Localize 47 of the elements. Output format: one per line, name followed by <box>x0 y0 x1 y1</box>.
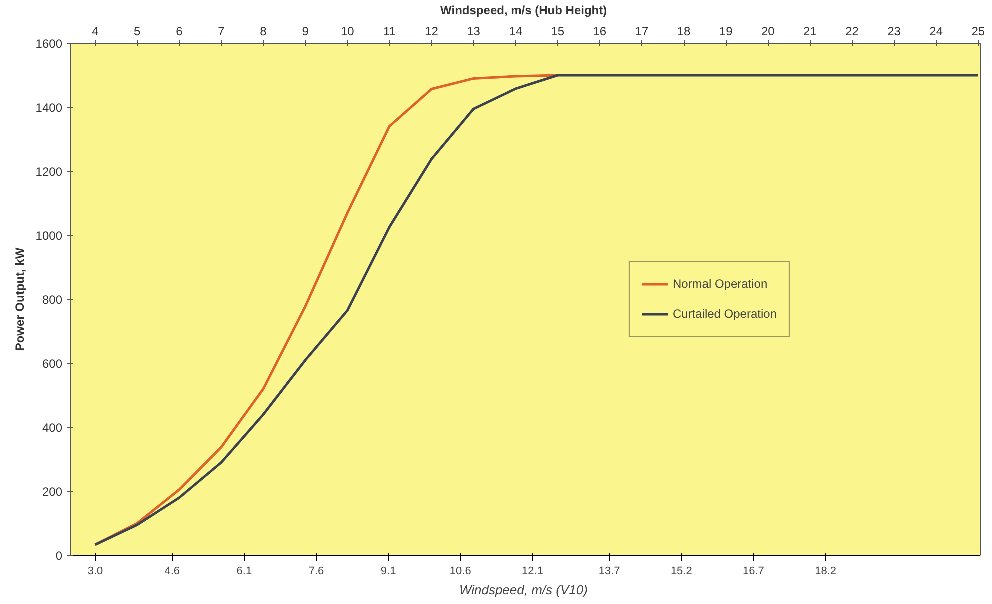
y-tick-label: 1600 <box>36 37 63 51</box>
x2-tick-label: 9 <box>302 24 310 38</box>
x2-tick-label: 10 <box>340 24 355 38</box>
x2-tick-label: 23 <box>888 24 902 38</box>
y-tick-label: 600 <box>42 357 63 371</box>
x-tick-label: 18.2 <box>815 566 837 578</box>
y-tick-label: 800 <box>42 293 63 307</box>
y-tick-label: 1200 <box>36 165 63 179</box>
x-tick-label: 7.6 <box>308 566 324 578</box>
x2-tick-label: 6 <box>176 24 184 38</box>
x2-tick-label: 12 <box>425 24 439 38</box>
x-tick-label: 3.0 <box>88 566 104 578</box>
y-tick-label: 1000 <box>36 229 63 243</box>
x2-tick-label: 7 <box>218 24 226 38</box>
x2-tick-label: 25 <box>972 24 986 38</box>
x2-tick-label: 8 <box>260 24 268 38</box>
x2-tick-label: 20 <box>761 24 776 38</box>
x2-tick-label: 13 <box>467 24 481 38</box>
x2-axis-title: Windspeed, m/s (Hub Height) <box>440 4 608 18</box>
legend-label: Normal Operation <box>672 277 768 291</box>
x2-tick-label: 5 <box>134 24 142 38</box>
legend-label: Curtailed Operation <box>672 307 777 321</box>
x2-tick-label: 11 <box>383 24 396 38</box>
x-tick-label: 10.6 <box>450 566 472 578</box>
y-tick-label: 0 <box>56 549 63 563</box>
y-tick-label: 1400 <box>36 101 63 115</box>
x-tick-label: 15.2 <box>670 566 692 578</box>
x-axis-title: Windspeed, m/s (V10) <box>459 582 588 598</box>
x2-tick-label: 14 <box>509 24 523 38</box>
x-tick-label: 4.6 <box>164 566 180 578</box>
x2-tick-label: 18 <box>677 24 692 38</box>
x2-tick-label: 21 <box>804 24 818 38</box>
x2-tick-label: 16 <box>593 24 607 38</box>
x2-tick-label: 24 <box>930 24 944 38</box>
y-tick-label: 200 <box>42 485 63 499</box>
x-tick-label: 13.7 <box>598 566 620 578</box>
x-tick-label: 9.1 <box>380 566 396 578</box>
x2-tick-label: 15 <box>551 24 565 38</box>
y-axis-title: Power Output, kW <box>12 247 27 352</box>
x2-tick-label: 22 <box>846 24 860 38</box>
x-tick-label: 6.1 <box>236 566 252 578</box>
x-tick-label: 16.7 <box>743 566 764 578</box>
x-tick-label: 12.1 <box>522 566 544 578</box>
x2-tick-label: 19 <box>719 24 734 38</box>
y-tick-label: 400 <box>42 421 63 435</box>
x2-tick-label: 17 <box>635 24 649 38</box>
x2-tick-label: 4 <box>92 24 99 38</box>
